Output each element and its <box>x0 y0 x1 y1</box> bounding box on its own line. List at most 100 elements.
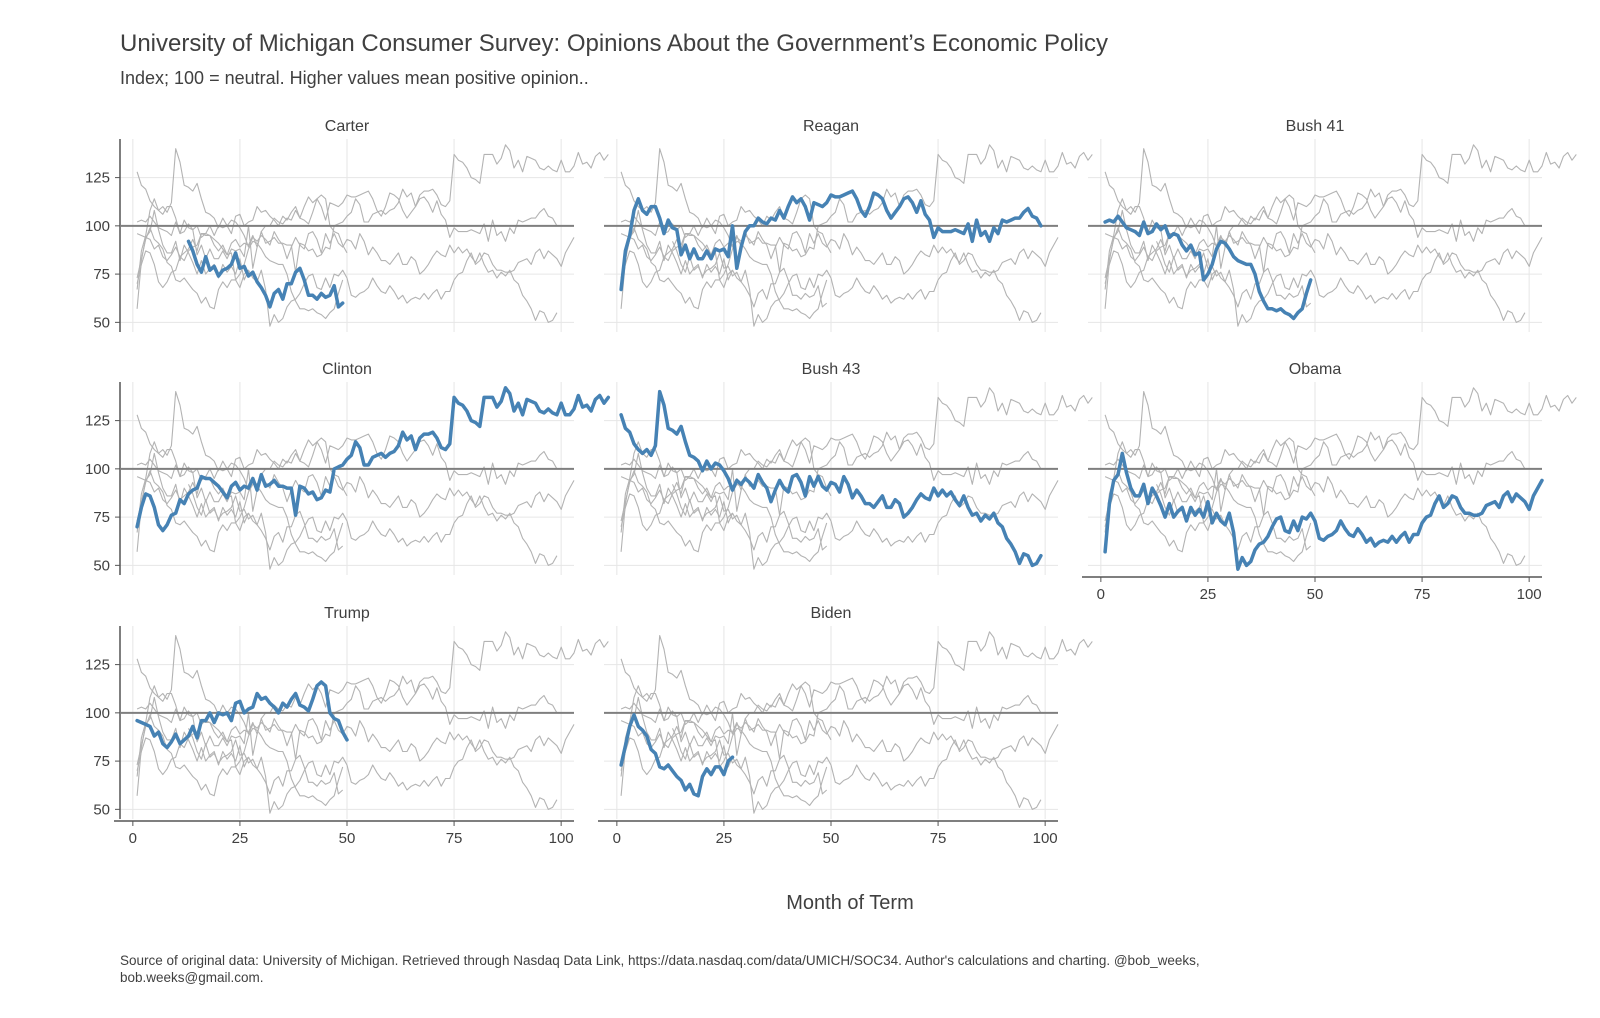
background-line-clinton <box>620 144 1093 289</box>
background-line-obama <box>620 209 1059 327</box>
x-tick-label-100: 100 <box>549 830 574 847</box>
highlight-line-clinton <box>135 386 611 533</box>
x-tick-label-75: 75 <box>1414 586 1431 603</box>
background-line-biden <box>1104 470 1217 553</box>
x-tick-label-25: 25 <box>1200 586 1217 603</box>
y-tick-label-50: 50 <box>93 801 110 818</box>
background-line-reagan <box>136 433 558 533</box>
background-line-bush-41 <box>136 702 344 807</box>
background-line-bush-43 <box>136 391 558 566</box>
background-line-clinton <box>136 144 609 289</box>
background-line-biden <box>620 227 733 310</box>
background-line-bush-43 <box>1104 148 1526 323</box>
x-tick-label-50: 50 <box>823 830 840 847</box>
y-tick-label-125: 125 <box>85 170 110 187</box>
background-line-carter <box>671 728 828 795</box>
background-line-obama <box>136 696 575 814</box>
panel-obama: Obama 0 25 50 75 100 <box>1082 361 1577 603</box>
background-line-trump <box>620 194 832 262</box>
y-tick-label-100: 100 <box>85 461 110 478</box>
background-line-biden <box>136 714 249 797</box>
background-line-obama <box>136 452 575 570</box>
background-line-clinton <box>620 631 1093 776</box>
background-line-bush-41 <box>620 458 828 563</box>
x-tick-label-0: 0 <box>613 830 621 847</box>
x-tick-label-75: 75 <box>446 830 463 847</box>
highlight-line-bush-41 <box>1103 214 1313 321</box>
background-line-bush-43 <box>620 148 1042 323</box>
background-line-clinton <box>136 631 609 776</box>
facet-label-clinton: Clinton <box>322 361 372 378</box>
background-line-trump <box>136 194 348 262</box>
background-line-bush-41 <box>620 702 828 807</box>
background-line-clinton <box>1104 144 1577 289</box>
y-tick-label-125: 125 <box>85 413 110 430</box>
facet-label-bush-43: Bush 43 <box>802 361 861 378</box>
panel-biden: Biden 0 25 50 75 100 <box>598 605 1093 847</box>
y-tick-label-75: 75 <box>93 753 110 770</box>
background-line-reagan <box>620 677 1042 777</box>
x-tick-label-50: 50 <box>1307 586 1324 603</box>
x-tick-label-75: 75 <box>930 830 947 847</box>
y-tick-label-75: 75 <box>93 266 110 283</box>
background-line-bush-43 <box>620 635 1042 810</box>
background-line-reagan <box>136 677 558 777</box>
background-line-trump <box>620 437 832 505</box>
background-line-biden <box>136 470 249 553</box>
y-tick-label-75: 75 <box>93 509 110 526</box>
source-caption: Source of original data: University of M… <box>120 953 1200 985</box>
x-tick-label-100: 100 <box>1517 586 1542 603</box>
background-line-obama <box>620 452 1059 570</box>
background-line-carter <box>671 241 828 308</box>
panel-carter: Carter 50 75 100 125 <box>85 118 609 332</box>
y-tick-label-50: 50 <box>93 557 110 574</box>
chart-subtitle: Index; 100 = neutral. Higher values mean… <box>120 68 589 88</box>
highlight-line-bush-43 <box>619 389 1043 568</box>
background-line-trump <box>620 681 832 749</box>
background-line-bush-41 <box>1104 458 1312 563</box>
x-tick-label-0: 0 <box>129 830 137 847</box>
highlight-line-reagan <box>619 189 1043 292</box>
background-line-reagan <box>1104 433 1526 533</box>
background-line-obama <box>620 696 1059 814</box>
background-line-reagan <box>1104 190 1526 290</box>
panel-clinton: Clinton 50 75 100 125 <box>85 361 611 575</box>
highlight-line-trump <box>135 680 349 750</box>
background-line-clinton <box>1104 387 1577 532</box>
x-axis-title: Month of Term <box>786 892 914 914</box>
background-line-carter <box>671 484 828 551</box>
highlight-line-biden <box>619 713 735 798</box>
facet-label-reagan: Reagan <box>803 118 859 135</box>
y-tick-label-50: 50 <box>93 314 110 331</box>
x-tick-label-25: 25 <box>232 830 249 847</box>
background-line-bush-41 <box>620 215 828 320</box>
background-line-biden <box>620 470 733 553</box>
chart-title: University of Michigan Consumer Survey: … <box>120 30 1108 57</box>
panel-trump: Trump 50 75 100 125 0 25 50 75 100 <box>85 605 609 847</box>
x-tick-label-50: 50 <box>339 830 356 847</box>
facet-label-biden: Biden <box>811 605 852 622</box>
facet-label-obama: Obama <box>1289 361 1342 378</box>
background-line-reagan <box>136 190 558 290</box>
panel-bush-43: Bush 43 <box>604 361 1093 575</box>
facet-label-carter: Carter <box>325 118 370 135</box>
y-tick-label-125: 125 <box>85 657 110 674</box>
background-line-clinton <box>620 387 1093 532</box>
highlight-line-obama <box>1103 451 1544 571</box>
y-tick-label-100: 100 <box>85 705 110 722</box>
x-tick-label-100: 100 <box>1033 830 1058 847</box>
background-line-trump <box>1104 194 1316 262</box>
background-line-trump <box>136 437 348 505</box>
x-tick-label-25: 25 <box>716 830 733 847</box>
background-line-carter <box>1155 241 1312 308</box>
y-tick-label-100: 100 <box>85 218 110 235</box>
background-line-bush-43 <box>136 635 558 810</box>
facet-label-bush-41: Bush 41 <box>1286 118 1345 135</box>
highlight-line-carter <box>186 239 345 309</box>
background-line-trump <box>1104 437 1316 505</box>
background-line-bush-43 <box>1104 391 1526 566</box>
panel-reagan: Reagan <box>604 118 1093 332</box>
background-line-biden <box>136 227 249 310</box>
panel-bush-41: Bush 41 <box>1088 118 1577 332</box>
background-line-obama <box>1104 209 1543 327</box>
